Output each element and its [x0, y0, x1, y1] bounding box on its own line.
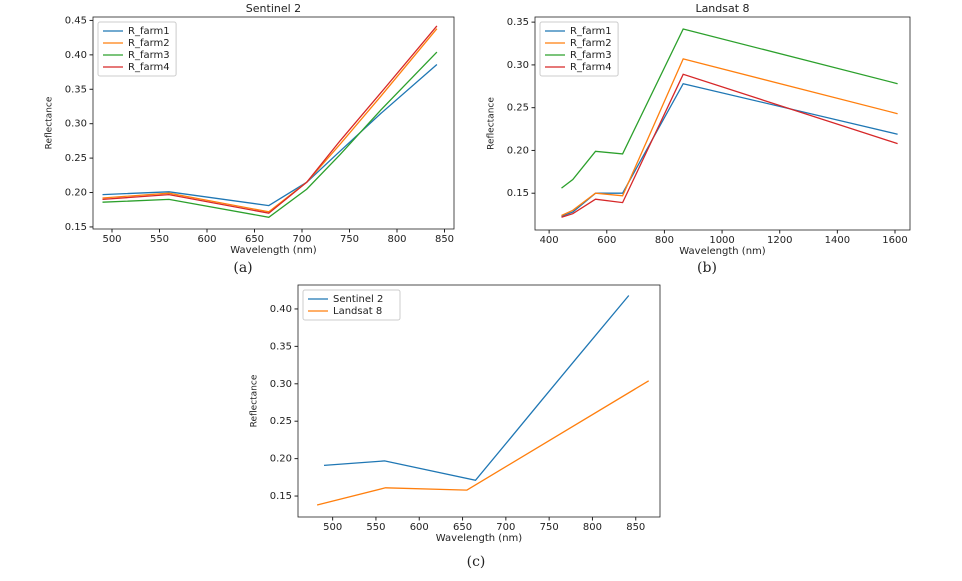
- x-tick-label: 750: [340, 234, 359, 245]
- y-tick-label: 0.15: [507, 188, 529, 199]
- x-tick-label: 700: [496, 522, 515, 533]
- y-axis-label: Reflectance: [250, 374, 260, 427]
- y-tick-label: 0.40: [270, 304, 292, 315]
- legend-label: R_farm1: [128, 26, 170, 37]
- series-line: [561, 28, 898, 189]
- series-line: [102, 25, 438, 214]
- x-axis-label: Wavelength (nm): [679, 246, 765, 257]
- y-axis-label: Reflectance: [45, 96, 55, 149]
- y-tick-label: 0.40: [65, 50, 87, 61]
- x-tick-label: 550: [150, 234, 169, 245]
- series-line: [102, 51, 438, 218]
- y-tick-label: 0.35: [65, 84, 87, 95]
- legend-label: R_farm2: [128, 38, 170, 49]
- series-line: [561, 58, 898, 217]
- y-tick-label: 0.30: [507, 60, 529, 71]
- x-tick-label: 650: [453, 522, 472, 533]
- x-tick-label: 1000: [709, 235, 734, 246]
- y-tick-label: 0.30: [270, 379, 292, 390]
- legend-label: Landsat 8: [333, 306, 382, 317]
- x-axis-label: Wavelength (nm): [230, 245, 316, 256]
- y-tick-label: 0.25: [507, 103, 529, 114]
- legend-label: R_farm4: [128, 62, 170, 73]
- legend-label: R_farm1: [570, 26, 612, 37]
- y-tick-label: 0.45: [65, 15, 87, 26]
- legend-label: R_farm3: [570, 50, 612, 61]
- x-tick-label: 500: [102, 234, 121, 245]
- x-tick-label: 800: [387, 234, 406, 245]
- x-tick-label: 1400: [825, 235, 850, 246]
- legend-label: Sentinel 2: [333, 294, 383, 305]
- y-tick-label: 0.35: [270, 341, 292, 352]
- x-tick-label: 750: [540, 522, 559, 533]
- y-tick-label: 0.25: [270, 416, 292, 427]
- chart-title: Landsat 8: [695, 2, 749, 15]
- x-tick-label: 850: [435, 234, 454, 245]
- x-tick-label: 1600: [882, 235, 907, 246]
- chart-title: Sentinel 2: [246, 2, 301, 15]
- legend-box: [97, 21, 177, 77]
- x-tick-label: 800: [655, 235, 674, 246]
- legend-label: R_farm3: [128, 50, 170, 61]
- x-tick-label: 550: [366, 522, 385, 533]
- y-tick-label: 0.35: [507, 17, 529, 28]
- plot-frame: [297, 284, 661, 518]
- y-tick-label: 0.15: [270, 491, 292, 502]
- y-tick-label: 0.25: [65, 153, 87, 164]
- x-tick-label: 650: [245, 234, 264, 245]
- y-tick-label: 0.20: [270, 454, 292, 465]
- legend-label: R_farm4: [570, 62, 612, 73]
- y-tick-label: 0.20: [65, 188, 87, 199]
- x-tick-label: 400: [540, 235, 559, 246]
- x-tick-label: 500: [323, 522, 342, 533]
- y-tick-label: 0.30: [65, 119, 87, 130]
- plot-frame: [92, 16, 455, 230]
- series-line: [323, 295, 630, 482]
- caption: (c): [467, 554, 486, 570]
- x-tick-label: 600: [597, 235, 616, 246]
- caption: (b): [697, 260, 717, 276]
- legend-label: R_farm2: [570, 38, 612, 49]
- y-tick-label: 0.20: [507, 145, 529, 156]
- x-tick-label: 600: [410, 522, 429, 533]
- series-line: [561, 73, 898, 218]
- series-line: [561, 82, 898, 217]
- caption: (a): [233, 260, 252, 276]
- x-axis-label: Wavelength (nm): [436, 533, 522, 544]
- x-tick-label: 850: [626, 522, 645, 533]
- y-axis-label: Reflectance: [487, 97, 497, 150]
- legend-box: [539, 21, 619, 77]
- series-line: [316, 380, 650, 506]
- legend-box: [302, 289, 401, 321]
- x-tick-label: 800: [583, 522, 602, 533]
- x-tick-label: 600: [197, 234, 216, 245]
- y-tick-label: 0.15: [65, 222, 87, 233]
- x-tick-label: 700: [292, 234, 311, 245]
- x-tick-label: 1200: [767, 235, 792, 246]
